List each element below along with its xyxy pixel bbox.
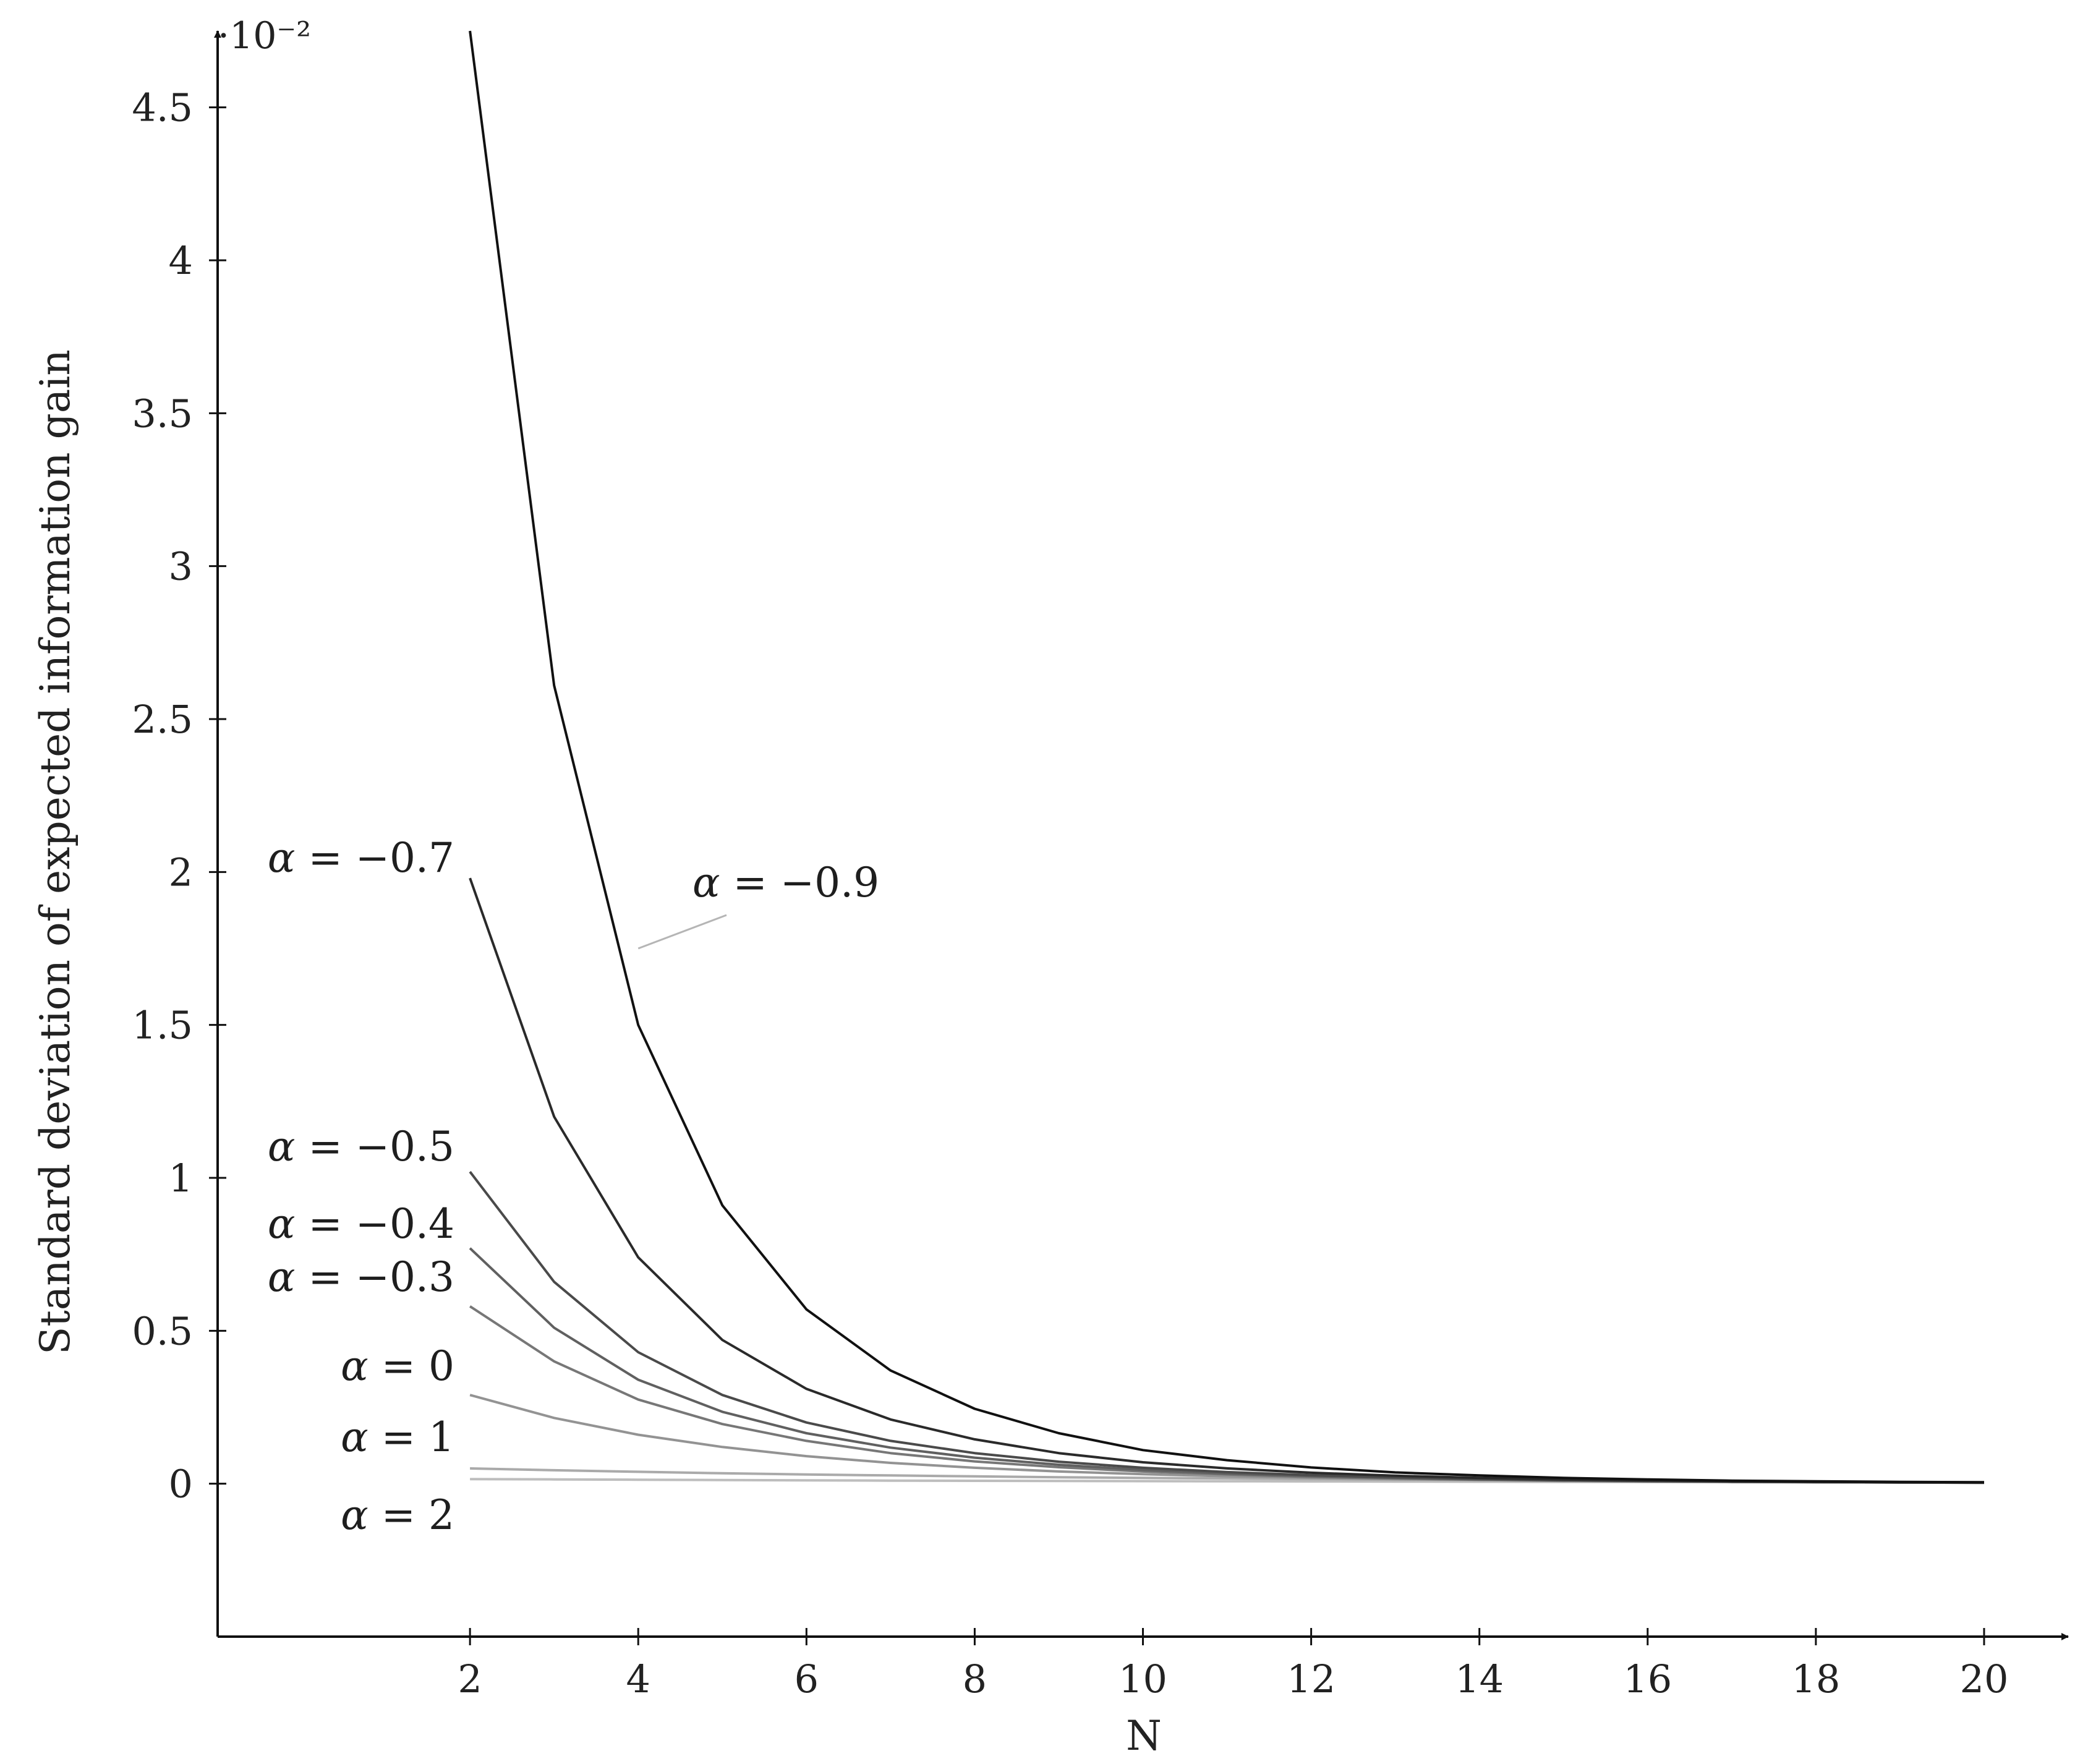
series-label-value: = −0.4 bbox=[295, 1200, 454, 1248]
y-tick-label: 3 bbox=[169, 544, 193, 589]
alpha-symbol: α bbox=[341, 1413, 369, 1461]
y-tick-label: 2.5 bbox=[132, 697, 193, 742]
series-lines bbox=[469, 30, 1985, 1485]
series-line bbox=[469, 30, 1985, 1484]
series-label-value: = 2 bbox=[369, 1491, 454, 1539]
series-label-value: = −0.3 bbox=[295, 1253, 454, 1301]
x-tick-label: 6 bbox=[795, 1656, 819, 1702]
series-label-alpha-neg-0.9: α = −0.9 bbox=[692, 859, 879, 906]
y-axis-title: Standard deviation of expected informati… bbox=[32, 349, 79, 1355]
series-label-value: = 0 bbox=[369, 1342, 454, 1390]
x-axis-title: N bbox=[1126, 1712, 1162, 1760]
series-label-value: = −0.7 bbox=[295, 834, 454, 882]
y-axis-ticks: 0 0.5 1 1.5 2 2.5 3 3.5 4 4.5 bbox=[132, 85, 226, 1507]
alpha-symbol: α bbox=[268, 1200, 296, 1248]
series-line bbox=[469, 1305, 1985, 1485]
x-tick-label: 10 bbox=[1119, 1656, 1167, 1702]
annotation-pointer-line bbox=[637, 914, 727, 950]
series-label-value: = −0.9 bbox=[720, 859, 880, 906]
x-tick-label: 18 bbox=[1791, 1656, 1840, 1702]
series-label-alpha-0: α = 0 bbox=[341, 1342, 454, 1390]
series-label-alpha-1: α = 1 bbox=[341, 1413, 454, 1461]
alpha-symbol: α bbox=[692, 859, 720, 906]
x-tick-label: 2 bbox=[458, 1656, 482, 1702]
x-tick-label: 8 bbox=[963, 1656, 987, 1702]
x-tick-label: 4 bbox=[626, 1656, 650, 1702]
y-tick-label: 4 bbox=[169, 238, 193, 283]
alpha-symbol: α bbox=[268, 1123, 296, 1170]
y-tick-label: 1 bbox=[169, 1156, 193, 1201]
series-label-alpha-2: α = 2 bbox=[341, 1491, 454, 1539]
y-tick-label: 1.5 bbox=[132, 1003, 193, 1048]
series-labels: α = −0.9 α = −0.7 α = −0.5 α = −0.4 α = … bbox=[268, 834, 879, 1539]
series-label-alpha-neg-0.5: α = −0.5 bbox=[268, 1123, 454, 1170]
alpha-symbol: α bbox=[268, 834, 296, 882]
x-axis-ticks: 2 4 6 8 10 12 14 16 18 20 bbox=[458, 1628, 2008, 1702]
series-label-alpha-neg-0.3: α = −0.3 bbox=[268, 1253, 454, 1301]
series-label-alpha-neg-0.4: α = −0.4 bbox=[268, 1200, 454, 1248]
x-tick-label: 16 bbox=[1623, 1656, 1672, 1702]
y-tick-label: 3.5 bbox=[132, 391, 193, 436]
series-line bbox=[469, 1247, 1984, 1484]
alpha-symbol: α bbox=[341, 1342, 369, 1390]
series-line bbox=[469, 877, 1985, 1484]
y-tick-label: 2 bbox=[169, 850, 193, 895]
y-scale-exponent: ·10⁻² bbox=[218, 14, 311, 58]
series-line bbox=[469, 1170, 1985, 1484]
y-tick-label: 0.5 bbox=[132, 1308, 193, 1353]
y-tick-label: 4.5 bbox=[132, 85, 193, 130]
alpha-symbol: α bbox=[341, 1491, 369, 1539]
alpha-symbol: α bbox=[268, 1253, 296, 1301]
x-tick-label: 12 bbox=[1287, 1656, 1336, 1702]
series-label-value: = 1 bbox=[369, 1413, 454, 1461]
series-label-value: = −0.5 bbox=[295, 1123, 454, 1170]
series-label-alpha-neg-0.7: α = −0.7 bbox=[268, 834, 454, 882]
x-tick-label: 20 bbox=[1960, 1656, 2009, 1702]
x-tick-label: 14 bbox=[1455, 1656, 1504, 1702]
y-tick-label: 0 bbox=[169, 1462, 193, 1507]
